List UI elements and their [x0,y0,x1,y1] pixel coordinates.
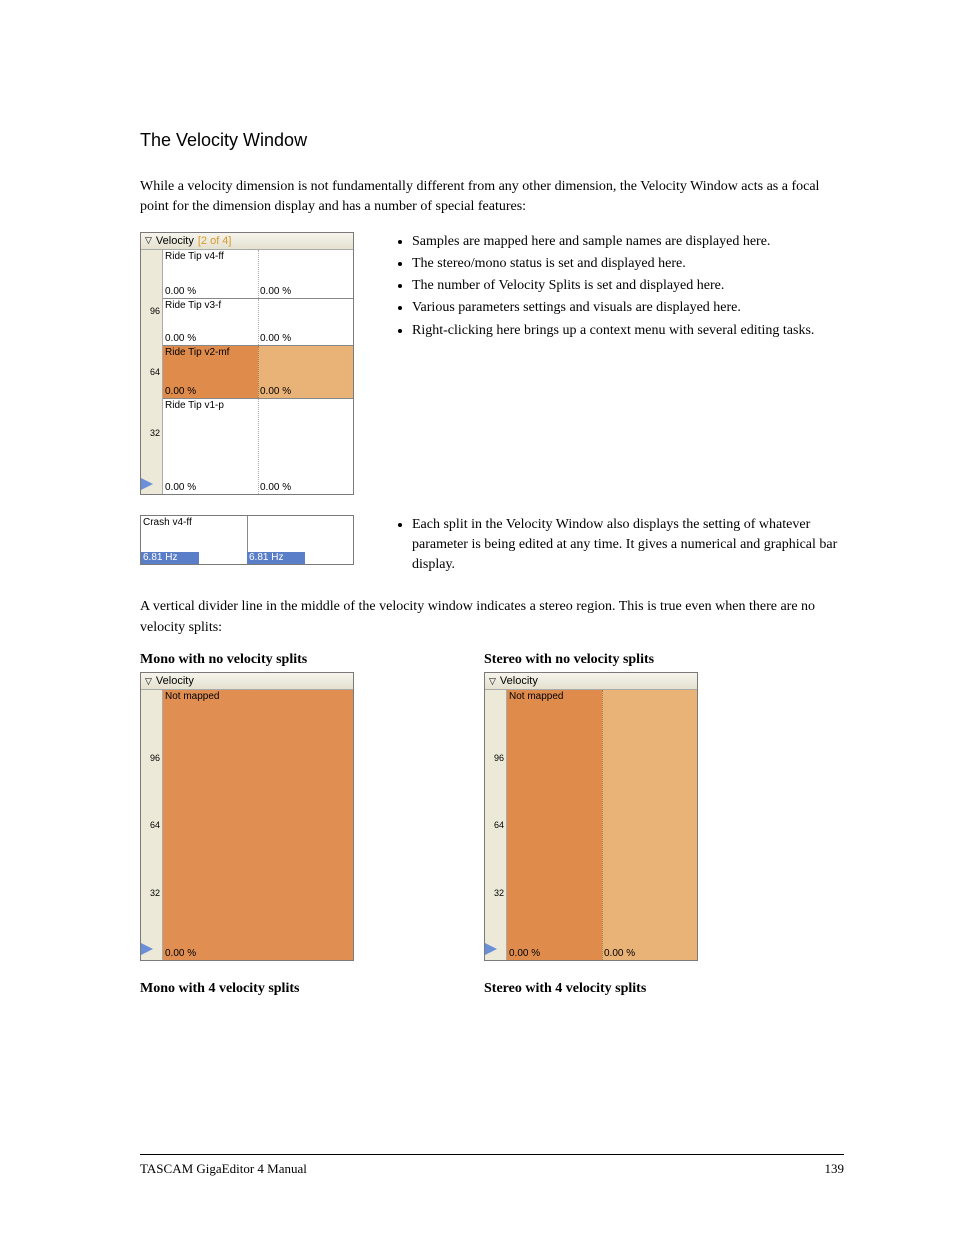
bullet-item: Right-clicking here brings up a context … [412,321,844,341]
split-name: Ride Tip v3-f [165,300,221,311]
caption-stereo-no: Stereo with no velocity splits [484,652,698,668]
velocity-window-stereo[interactable]: ▽ Velocity 96 64 32 Not mapped 0.00 % 0.00 % [484,672,698,961]
scale-tick: 32 [150,888,160,898]
split-value-left: 0.00 % [165,286,196,297]
bullet-list-a: Samples are mapped here and sample names… [394,232,844,341]
scale-tick: 64 [150,367,160,377]
mid-text: A vertical divider line in the middle of… [140,597,844,638]
split-count: [2 of 4] [198,235,232,247]
velocity-label: Velocity [156,235,194,247]
velocity-header[interactable]: ▽ Velocity [2 of 4] [141,233,353,250]
caption-stereo-4: Stereo with 4 velocity splits [484,981,698,997]
velocity-split[interactable]: Ride Tip v3-f 0.00 % 0.00 % [163,298,353,344]
velocity-scale: 96 64 32 [141,250,163,494]
split-value-left: 0.00 % [165,386,196,397]
bullet-item: Samples are mapped here and sample names… [412,232,844,252]
velocity-window-main[interactable]: ▽ Velocity [2 of 4] 96 64 32 Ride Tip v1-p 0.… [140,232,354,495]
split-value-right: 0.00 % [258,386,291,397]
scale-tick: 96 [150,753,160,763]
split-name: Ride Tip v2-mf [165,347,229,358]
split-name: Ride Tip v4-ff [165,251,224,262]
scale-tick: 32 [494,888,504,898]
velocity-label: Velocity [500,675,538,687]
scale-tick: 64 [494,820,504,830]
collapse-icon[interactable]: ▽ [145,676,152,687]
velocity-pointer-icon[interactable] [485,943,497,955]
bullet-item: Various parameters settings and visuals … [412,298,844,318]
split-value-left: 0.00 % [165,948,196,959]
caption-mono-4: Mono with 4 velocity splits [140,981,354,997]
split-name: Ride Tip v1-p [165,400,224,411]
scale-tick: 96 [150,306,160,316]
velocity-split-mini[interactable]: Crash v4-ff 6.81 Hz 6.81 Hz [140,515,354,578]
split-value-left: 0.00 % [509,948,540,959]
caption-mono-no: Mono with no velocity splits [140,652,354,668]
split-name: Not mapped [509,691,563,702]
collapse-icon[interactable]: ▽ [145,235,152,246]
footer-right: 139 [825,1161,845,1177]
scale-tick: 64 [150,820,160,830]
velocity-pointer-icon[interactable] [141,478,153,490]
split-name: Not mapped [165,691,219,702]
split-value-right: 0.00 % [258,482,291,493]
split-value-left: 0.00 % [165,482,196,493]
split-value-right: 0.00 % [258,333,291,344]
bullet-item: Each split in the Velocity Window also d… [412,515,844,576]
velocity-split[interactable]: Ride Tip v1-p 0.00 % 0.00 % [163,398,353,493]
scale-tick: 32 [150,428,160,438]
velocity-split[interactable]: Ride Tip v2-mf 0.00 % 0.00 % [163,345,353,399]
velocity-scale: 96 64 32 [141,690,163,960]
scale-tick: 96 [494,753,504,763]
velocity-split[interactable]: Not mapped 0.00 % [163,690,353,960]
velocity-pointer-icon[interactable] [141,943,153,955]
intro-text: While a velocity dimension is not fundam… [140,177,844,218]
collapse-icon[interactable]: ▽ [489,676,496,687]
bullet-item: The number of Velocity Splits is set and… [412,276,844,296]
split-value-left: 6.81 Hz [143,552,177,563]
split-value-right: 0.00 % [258,286,291,297]
split-value-right: 0.00 % [602,948,635,959]
velocity-split[interactable]: Not mapped 0.00 % 0.00 % [507,690,697,960]
velocity-scale: 96 64 32 [485,690,507,960]
velocity-header[interactable]: ▽ Velocity [485,673,697,690]
split-value-right: 6.81 Hz [249,552,283,563]
footer-left: TASCAM GigaEditor 4 Manual [140,1161,307,1177]
split-name: Crash v4-ff [143,517,192,528]
bullet-item: The stereo/mono status is set and displa… [412,254,844,274]
velocity-window-mono[interactable]: ▽ Velocity 96 64 32 Not mapped 0.00 % [140,672,354,961]
section-title: The Velocity Window [140,130,844,151]
velocity-label: Velocity [156,675,194,687]
split-value-left: 0.00 % [165,333,196,344]
velocity-split[interactable]: Ride Tip v4-ff 0.00 % 0.00 % [163,250,353,299]
velocity-header[interactable]: ▽ Velocity [141,673,353,690]
bullet-list-b: Each split in the Velocity Window also d… [394,515,844,576]
